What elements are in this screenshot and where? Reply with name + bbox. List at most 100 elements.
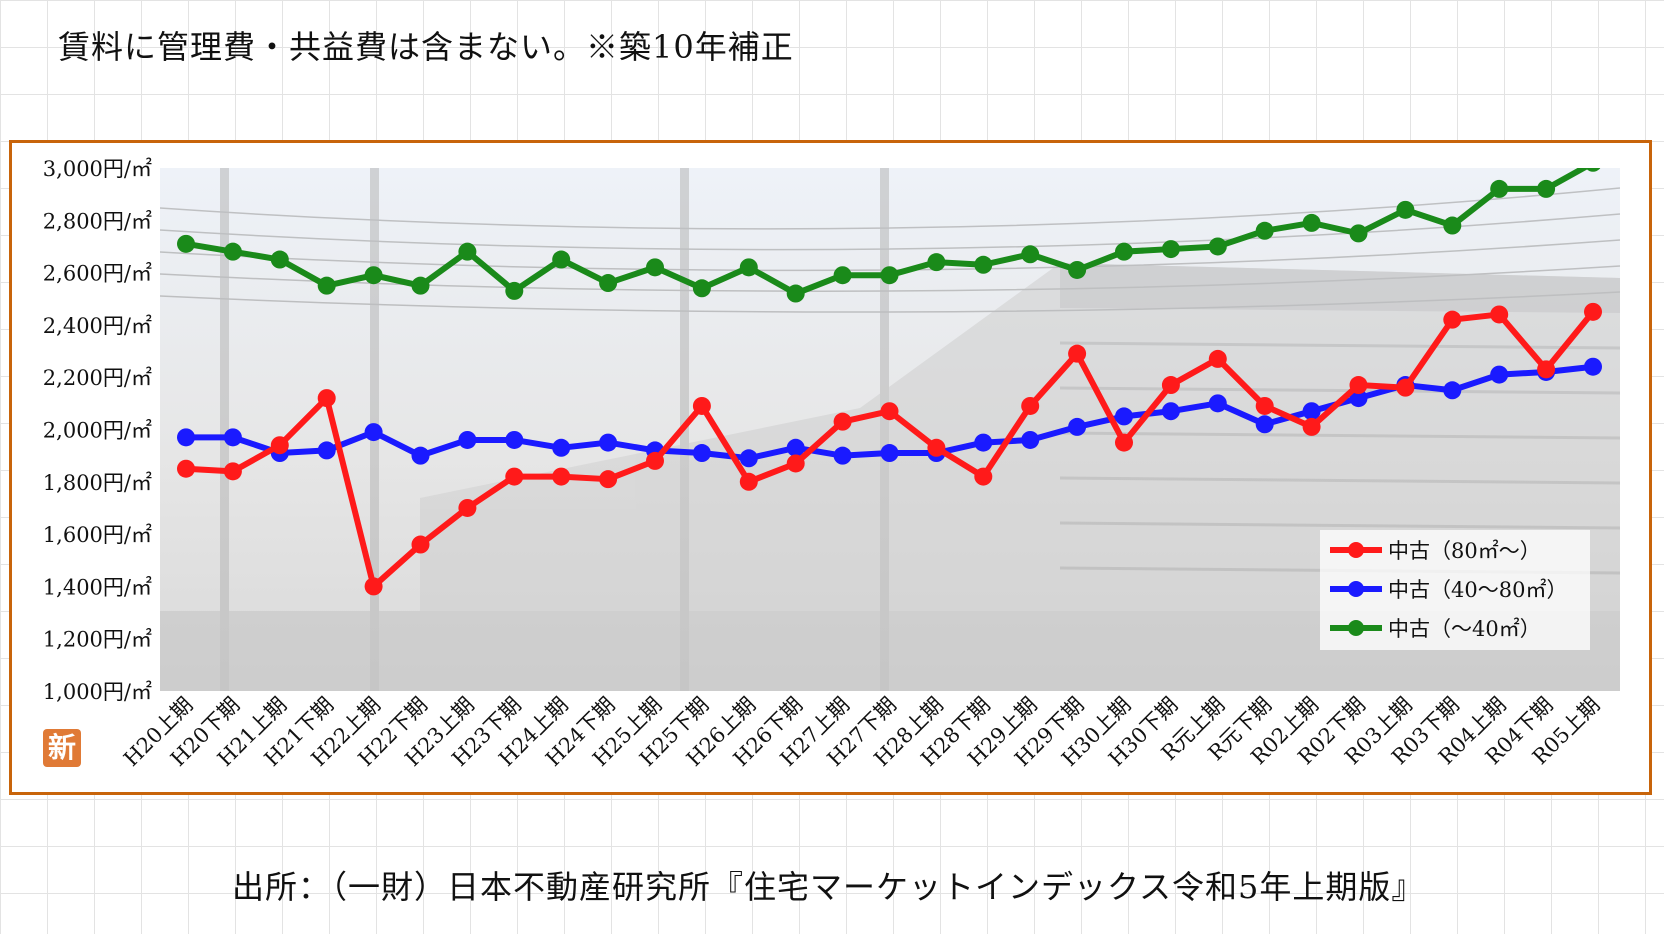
data-point [927,253,946,272]
data-point [505,430,524,449]
data-point [177,459,195,478]
data-point [833,446,852,465]
data-point [458,498,477,517]
data-point [317,441,336,460]
data-point [1161,376,1180,395]
data-point [1115,433,1133,452]
data-point [786,438,805,457]
data-point [317,276,336,295]
y-tick-label: 2,200円/㎡ [43,366,152,390]
note-text: 賃料に管理費・共益費は含まない。※築10年補正 [58,28,794,66]
y-tick-label: 3,000円/㎡ [43,157,152,181]
legend-label: 中古（～40㎡） [1388,617,1541,641]
data-point [1021,396,1040,415]
data-point [692,396,711,415]
y-tick-label: 2,800円/㎡ [43,209,152,233]
y-tick-label: 1,400円/㎡ [43,575,152,599]
series-中古（80㎡～） [177,302,1602,596]
data-point [646,258,664,277]
series-中古（～40㎡） [177,168,1601,303]
window-row [1059,386,1620,395]
data-point [1443,216,1462,235]
data-point [927,438,946,457]
series-layer [177,168,1602,596]
data-point [786,284,805,303]
data-point [1302,402,1321,421]
data-point [1161,402,1180,421]
pole-shape [220,168,229,691]
legend-marker [1348,581,1364,597]
data-point [599,274,618,293]
data-point [974,433,993,452]
y-tick-label: 1,000円/㎡ [43,680,152,704]
data-point [1302,417,1321,436]
series-clip-group [177,168,1602,596]
data-point [177,428,195,447]
data-point [692,444,711,463]
data-point [692,279,711,298]
wire-line [160,291,1620,313]
data-point [411,535,430,554]
wire-line [160,265,1620,292]
y-tick-label: 2,400円/㎡ [43,314,152,338]
wire-line [160,213,1620,251]
data-point [1537,360,1556,379]
legend-label: 中古（80㎡～） [1388,539,1541,563]
data-point [505,281,524,300]
y-tick-label: 1,600円/㎡ [43,523,152,547]
x-axis: H20上期H20下期H21上期H21下期H22上期H22下期H23上期H23下期… [119,693,1605,772]
data-point [833,266,852,285]
data-point [1585,168,1601,172]
y-tick-label: 2,000円/㎡ [43,419,152,443]
data-point [270,250,289,269]
data-point [1490,179,1509,198]
data-point [1255,221,1274,240]
data-point [1537,179,1556,198]
y-tick-label: 1,200円/㎡ [43,628,152,652]
data-point [1255,396,1274,415]
data-point [880,444,899,463]
data-point [458,242,477,261]
data-point [786,454,805,473]
data-point [1443,310,1462,329]
data-point [458,430,477,449]
data-point [505,467,524,486]
window-row [1059,476,1620,485]
data-point [552,250,571,269]
data-point [223,428,242,447]
data-point [552,438,571,457]
data-point [1068,344,1087,363]
data-point [1208,394,1227,413]
legend-marker [1348,542,1364,558]
data-point [599,470,618,489]
window-row [1059,431,1620,440]
window-row [1059,521,1620,530]
data-point [364,577,383,596]
y-tick-label: 2,600円/㎡ [43,262,152,286]
data-point [223,242,242,261]
data-point [1021,430,1040,449]
data-point [880,402,899,421]
data-point [739,258,758,277]
legend-label: 中古（40～80㎡） [1388,578,1567,602]
series-中古（40～80㎡） [177,357,1602,468]
data-point [1255,415,1274,434]
data-point [974,467,993,486]
new-badge-icon: 新 [43,729,81,767]
data-point [411,446,430,465]
data-point [739,449,758,468]
data-point [1349,389,1368,408]
data-point [1208,349,1227,368]
data-point [1068,417,1087,436]
data-point [1161,240,1180,259]
data-point [1115,407,1133,426]
data-point [270,436,289,455]
pole-shape [880,168,889,691]
data-point [364,266,383,285]
legend: 中古（80㎡～） 中古（40～80㎡） 中古（～40㎡） [1320,530,1590,650]
data-point [974,255,993,274]
data-point [1490,305,1509,324]
data-point [646,451,664,470]
data-point [552,467,571,486]
